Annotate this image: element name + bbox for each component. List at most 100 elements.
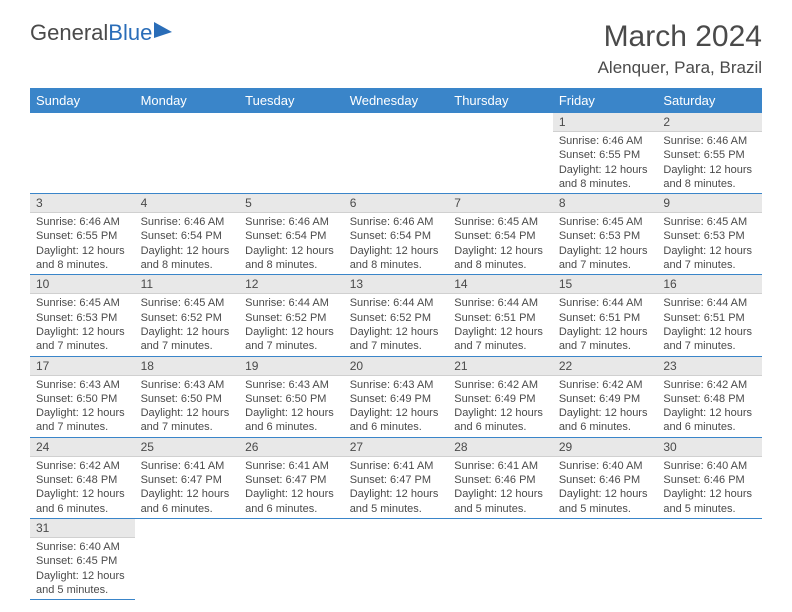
day-body: Sunrise: 6:44 AMSunset: 6:51 PMDaylight:… (657, 294, 762, 355)
day-cell: 28Sunrise: 6:41 AMSunset: 6:46 PMDayligh… (448, 437, 553, 518)
calendar-body: 1Sunrise: 6:46 AMSunset: 6:55 PMDaylight… (30, 113, 762, 600)
week-row: 31Sunrise: 6:40 AMSunset: 6:45 PMDayligh… (30, 518, 762, 599)
daylight-line: Daylight: 12 hours and 5 minutes. (36, 569, 129, 598)
day-cell: 29Sunrise: 6:40 AMSunset: 6:46 PMDayligh… (553, 437, 658, 518)
day-number: 27 (344, 438, 449, 457)
day-number: 25 (135, 438, 240, 457)
sunrise-line: Sunrise: 6:44 AM (663, 296, 756, 310)
day-cell: 23Sunrise: 6:42 AMSunset: 6:48 PMDayligh… (657, 356, 762, 437)
day-body: Sunrise: 6:45 AMSunset: 6:54 PMDaylight:… (448, 213, 553, 274)
daylight-line: Daylight: 12 hours and 8 minutes. (141, 244, 234, 273)
sunrise-line: Sunrise: 6:40 AM (36, 540, 129, 554)
day-number: 15 (553, 275, 658, 294)
day-body: Sunrise: 6:44 AMSunset: 6:51 PMDaylight:… (448, 294, 553, 355)
day-number: 5 (239, 194, 344, 213)
sunrise-line: Sunrise: 6:42 AM (663, 378, 756, 392)
day-cell: 16Sunrise: 6:44 AMSunset: 6:51 PMDayligh… (657, 275, 762, 356)
day-number: 10 (30, 275, 135, 294)
sunset-line: Sunset: 6:51 PM (663, 311, 756, 325)
daylight-line: Daylight: 12 hours and 8 minutes. (245, 244, 338, 273)
sunset-line: Sunset: 6:55 PM (663, 148, 756, 162)
day-cell: 31Sunrise: 6:40 AMSunset: 6:45 PMDayligh… (30, 518, 135, 599)
daylight-line: Daylight: 12 hours and 5 minutes. (454, 487, 547, 516)
day-body: Sunrise: 6:46 AMSunset: 6:54 PMDaylight:… (344, 213, 449, 274)
day-cell: 21Sunrise: 6:42 AMSunset: 6:49 PMDayligh… (448, 356, 553, 437)
day-number: 12 (239, 275, 344, 294)
day-number: 16 (657, 275, 762, 294)
sunset-line: Sunset: 6:49 PM (350, 392, 443, 406)
day-body: Sunrise: 6:44 AMSunset: 6:51 PMDaylight:… (553, 294, 658, 355)
day-number: 21 (448, 357, 553, 376)
sunrise-line: Sunrise: 6:42 AM (559, 378, 652, 392)
day-body: Sunrise: 6:46 AMSunset: 6:55 PMDaylight:… (553, 132, 658, 193)
day-number: 6 (344, 194, 449, 213)
day-number: 8 (553, 194, 658, 213)
month-title: March 2024 (598, 20, 762, 54)
day-number: 18 (135, 357, 240, 376)
day-cell (30, 113, 135, 194)
day-cell: 13Sunrise: 6:44 AMSunset: 6:52 PMDayligh… (344, 275, 449, 356)
daylight-line: Daylight: 12 hours and 7 minutes. (141, 406, 234, 435)
day-body: Sunrise: 6:46 AMSunset: 6:54 PMDaylight:… (135, 213, 240, 274)
daylight-line: Daylight: 12 hours and 6 minutes. (245, 487, 338, 516)
sunrise-line: Sunrise: 6:46 AM (245, 215, 338, 229)
day-number: 14 (448, 275, 553, 294)
day-body: Sunrise: 6:40 AMSunset: 6:45 PMDaylight:… (30, 538, 135, 599)
sunset-line: Sunset: 6:52 PM (141, 311, 234, 325)
day-number: 1 (553, 113, 658, 132)
day-cell: 24Sunrise: 6:42 AMSunset: 6:48 PMDayligh… (30, 437, 135, 518)
sunrise-line: Sunrise: 6:43 AM (350, 378, 443, 392)
day-body: Sunrise: 6:45 AMSunset: 6:53 PMDaylight:… (30, 294, 135, 355)
daylight-line: Daylight: 12 hours and 6 minutes. (36, 487, 129, 516)
day-cell (448, 113, 553, 194)
sunrise-line: Sunrise: 6:41 AM (245, 459, 338, 473)
day-body: Sunrise: 6:44 AMSunset: 6:52 PMDaylight:… (344, 294, 449, 355)
sunrise-line: Sunrise: 6:43 AM (245, 378, 338, 392)
sunrise-line: Sunrise: 6:43 AM (141, 378, 234, 392)
day-cell: 2Sunrise: 6:46 AMSunset: 6:55 PMDaylight… (657, 113, 762, 194)
day-number: 24 (30, 438, 135, 457)
sunrise-line: Sunrise: 6:42 AM (454, 378, 547, 392)
day-cell (448, 518, 553, 599)
day-number: 22 (553, 357, 658, 376)
week-row: 17Sunrise: 6:43 AMSunset: 6:50 PMDayligh… (30, 356, 762, 437)
sunrise-line: Sunrise: 6:43 AM (36, 378, 129, 392)
daylight-line: Daylight: 12 hours and 7 minutes. (36, 325, 129, 354)
sunset-line: Sunset: 6:47 PM (141, 473, 234, 487)
sunrise-line: Sunrise: 6:41 AM (350, 459, 443, 473)
sunrise-line: Sunrise: 6:45 AM (559, 215, 652, 229)
day-body: Sunrise: 6:40 AMSunset: 6:46 PMDaylight:… (553, 457, 658, 518)
sunset-line: Sunset: 6:51 PM (454, 311, 547, 325)
day-cell: 8 Sunrise: 6:45 AMSunset: 6:53 PMDaylight… (553, 194, 658, 275)
day-body: Sunrise: 6:41 AMSunset: 6:47 PMDaylight:… (135, 457, 240, 518)
sunset-line: Sunset: 6:47 PM (350, 473, 443, 487)
sunset-line: Sunset: 6:47 PM (245, 473, 338, 487)
day-cell: 15Sunrise: 6:44 AMSunset: 6:51 PMDayligh… (553, 275, 658, 356)
col-tuesday: Tuesday (239, 88, 344, 113)
day-cell: 3Sunrise: 6:46 AMSunset: 6:55 PMDaylight… (30, 194, 135, 275)
day-number: 17 (30, 357, 135, 376)
day-body: Sunrise: 6:46 AMSunset: 6:55 PMDaylight:… (30, 213, 135, 274)
day-number: 28 (448, 438, 553, 457)
day-body: Sunrise: 6:42 AMSunset: 6:48 PMDaylight:… (30, 457, 135, 518)
day-body: Sunrise: 6:41 AMSunset: 6:47 PMDaylight:… (344, 457, 449, 518)
sunset-line: Sunset: 6:48 PM (663, 392, 756, 406)
daylight-line: Daylight: 12 hours and 7 minutes. (559, 244, 652, 273)
sunset-line: Sunset: 6:54 PM (245, 229, 338, 243)
sunrise-line: Sunrise: 6:44 AM (559, 296, 652, 310)
sunrise-line: Sunrise: 6:41 AM (454, 459, 547, 473)
day-number: 9 (657, 194, 762, 213)
sunset-line: Sunset: 6:55 PM (36, 229, 129, 243)
daylight-line: Daylight: 12 hours and 6 minutes. (245, 406, 338, 435)
day-cell: 19Sunrise: 6:43 AMSunset: 6:50 PMDayligh… (239, 356, 344, 437)
day-body: Sunrise: 6:42 AMSunset: 6:48 PMDaylight:… (657, 376, 762, 437)
day-cell: 22Sunrise: 6:42 AMSunset: 6:49 PMDayligh… (553, 356, 658, 437)
sunrise-line: Sunrise: 6:45 AM (36, 296, 129, 310)
logo: GeneralBlue (30, 20, 172, 46)
day-cell: 25Sunrise: 6:41 AMSunset: 6:47 PMDayligh… (135, 437, 240, 518)
sunset-line: Sunset: 6:46 PM (559, 473, 652, 487)
week-row: 24Sunrise: 6:42 AMSunset: 6:48 PMDayligh… (30, 437, 762, 518)
sunset-line: Sunset: 6:53 PM (559, 229, 652, 243)
day-cell (135, 518, 240, 599)
sunset-line: Sunset: 6:50 PM (36, 392, 129, 406)
